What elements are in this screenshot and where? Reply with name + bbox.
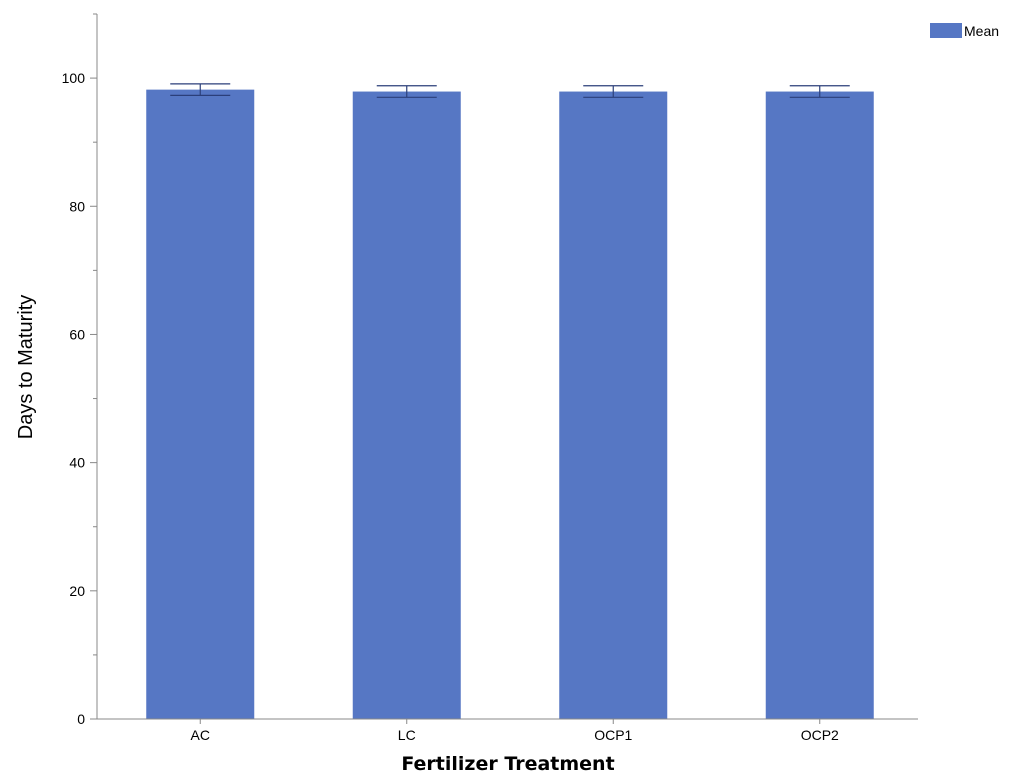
y-axis-title: Days to Maturity	[15, 295, 37, 439]
bar-ocp1	[559, 91, 668, 720]
y-tick-label: 80	[69, 198, 85, 214]
x-ticks-layer: AC LC OCP1 OCP2	[191, 719, 839, 743]
x-tick-label: AC	[191, 727, 210, 743]
error-bar-ocp2	[789, 85, 850, 98]
error-bar-lc	[376, 85, 437, 98]
y-tick-label: 60	[69, 326, 85, 342]
y-tick-label: 0	[77, 711, 85, 727]
y-tick-label: 40	[69, 455, 85, 471]
bar-ocp2	[765, 91, 874, 720]
x-tick-label: OCP2	[801, 727, 839, 743]
x-tick-label: LC	[398, 727, 416, 743]
bars-layer	[146, 89, 874, 720]
legend-label: Mean	[964, 23, 999, 39]
y-tick-label: 100	[62, 70, 86, 86]
bar-lc	[352, 91, 461, 720]
bar-ac	[146, 89, 255, 720]
error-bar-ac	[170, 83, 231, 96]
legend: Mean	[930, 23, 999, 39]
axes-layer	[96, 14, 918, 720]
y-tick-label: 20	[69, 583, 85, 599]
x-tick-label: OCP1	[594, 727, 632, 743]
error-bar-ocp1	[583, 85, 644, 98]
legend-swatch	[930, 23, 962, 38]
error-bars-layer	[170, 83, 850, 98]
y-ticks-layer: 0 20 40 60 80 100	[62, 13, 97, 727]
x-axis-title: Fertilizer Treatment	[401, 753, 614, 773]
